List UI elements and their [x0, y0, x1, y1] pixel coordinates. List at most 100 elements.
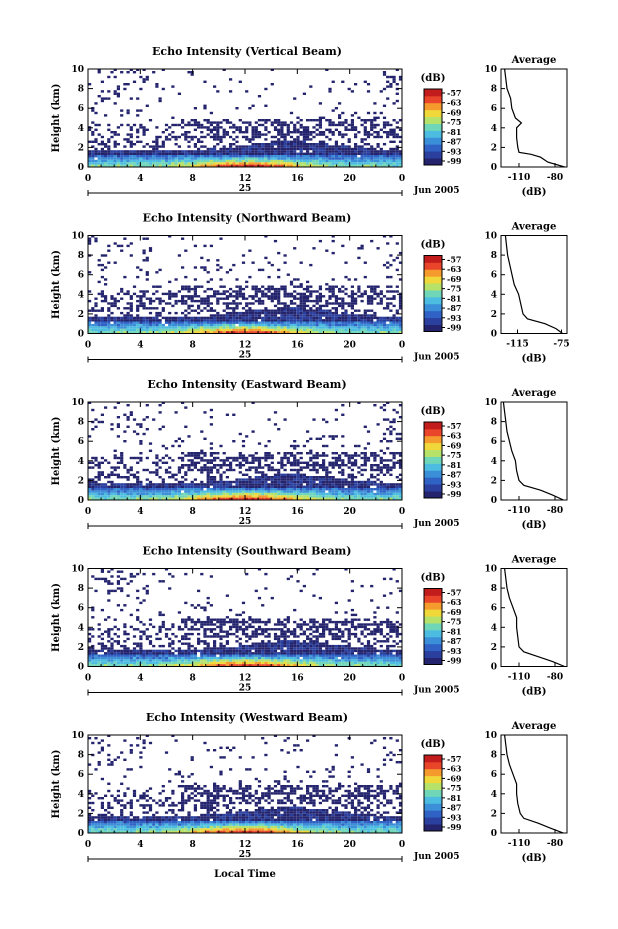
heatmap-cell — [302, 140, 306, 143]
heatmap-cell — [341, 314, 345, 317]
heatmap-cell — [251, 150, 255, 153]
heatmap-cell — [229, 492, 233, 496]
heatmap-cell — [245, 135, 249, 139]
heatmap-cell — [142, 497, 146, 500]
heatmap-cell — [248, 492, 252, 496]
heatmap-cell — [235, 495, 239, 498]
heatmap-cell — [366, 478, 371, 481]
heatmap-cell — [116, 497, 120, 500]
heatmap-cell — [152, 321, 156, 324]
heatmap-cell — [222, 323, 226, 327]
heatmap-cell — [100, 331, 104, 334]
heatmap-cell — [360, 326, 364, 329]
heatmap-cell — [123, 656, 127, 660]
heatmap-cell — [241, 162, 246, 165]
heatmap-cell — [350, 119, 354, 122]
heatmap-cell — [235, 157, 239, 160]
heatmap-cell — [302, 321, 306, 324]
heatmap-cell — [120, 461, 124, 464]
heatmap-cell — [139, 423, 143, 426]
heatmap-cell — [190, 138, 194, 141]
heatmap-cell — [145, 256, 149, 260]
heatmap-cell — [296, 473, 300, 476]
heatmap-cell — [136, 461, 140, 464]
heatmap-cell — [193, 157, 197, 160]
heatmap-cell — [289, 483, 294, 486]
heatmap-cell — [110, 659, 114, 662]
heatmap-cell — [187, 468, 191, 472]
heatmap-cell — [113, 68, 117, 71]
heatmap-cell — [328, 476, 332, 479]
heatmap-cell — [88, 485, 92, 488]
heatmap-cell — [100, 143, 104, 146]
heatmap-cell — [363, 452, 367, 455]
heatmap-cell — [187, 466, 191, 469]
heatmap-cell — [360, 661, 364, 665]
heatmap-cell — [254, 133, 258, 136]
heatmap-cell — [206, 150, 210, 153]
heatmap-cell — [126, 425, 130, 428]
heatmap-cell — [379, 328, 383, 332]
heatmap-cell — [145, 104, 149, 107]
heatmap-cell — [360, 299, 364, 303]
heatmap-cell — [222, 155, 226, 158]
heatmap-cell — [363, 490, 367, 493]
heatmap-cell — [97, 490, 101, 493]
colorbar-tick-label: -75 — [447, 450, 461, 460]
heatmap-cell — [155, 140, 159, 143]
colorbar-tick-label: -99 — [447, 156, 462, 166]
heatmap-cell — [370, 488, 374, 491]
heatmap-cell — [357, 285, 361, 288]
heatmap-cell — [357, 490, 361, 493]
heatmap-cell — [88, 492, 92, 496]
heatmap-cell — [296, 121, 300, 124]
heatmap-cell — [174, 295, 178, 298]
heatmap-cell — [293, 247, 297, 250]
avg-title: Average — [511, 222, 557, 233]
heatmap-cell — [187, 162, 191, 165]
heatmap-cell — [206, 164, 210, 167]
heatmap-cell — [209, 495, 213, 498]
heatmap-cell — [94, 147, 98, 151]
heatmap-cell — [152, 145, 156, 148]
heatmap-cell — [389, 331, 393, 334]
heatmap-cell — [209, 131, 213, 134]
heatmap-cell — [293, 328, 297, 332]
heatmap-cell — [94, 664, 98, 667]
avg-title: Average — [511, 388, 557, 399]
heatmap-cell — [386, 97, 390, 100]
heatmap-cell — [222, 485, 226, 488]
heatmap-cell — [216, 159, 220, 163]
heatmap-cell — [152, 326, 156, 329]
heatmap-cell — [232, 495, 236, 498]
heatmap-cell — [360, 497, 364, 500]
heatmap-cell — [354, 133, 358, 136]
heatmap-cell — [254, 331, 258, 334]
heatmap-cell — [168, 290, 172, 293]
avg-y-tick-label: 4 — [491, 290, 497, 300]
heatmap-cell — [312, 316, 316, 320]
colorbar-segment — [424, 324, 442, 332]
heatmap-cell — [296, 157, 300, 160]
heatmap-cell — [193, 164, 197, 167]
heatmap-cell — [181, 266, 185, 269]
heatmap-cell — [168, 157, 172, 160]
heatmap-cell — [235, 162, 239, 165]
heatmap-cell — [366, 133, 371, 136]
colorbar-unit: (dB) — [421, 73, 446, 84]
heatmap-cell — [168, 155, 172, 158]
colorbar-tick-label: -87 — [447, 137, 461, 147]
heatmap-cell — [139, 425, 143, 428]
heatmap-cell — [392, 102, 396, 105]
heatmap-cell — [241, 314, 246, 317]
heatmap-cell — [213, 316, 217, 320]
heatmap-cell — [257, 466, 262, 469]
heatmap-cell — [312, 331, 316, 334]
heatmap-cell — [123, 464, 127, 467]
heatmap-cell — [171, 661, 175, 665]
heatmap-cell — [161, 488, 165, 491]
heatmap-cell — [273, 483, 278, 486]
heatmap-cell — [97, 123, 101, 127]
heatmap-cell — [171, 321, 175, 324]
heatmap-cell — [325, 659, 329, 662]
